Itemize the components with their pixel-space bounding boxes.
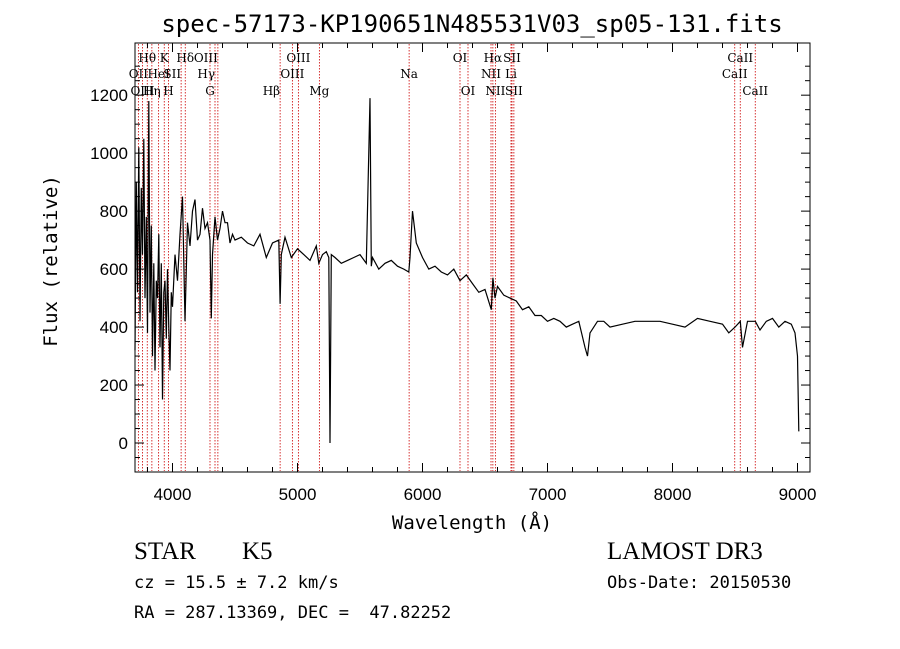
- x-tick-label: 9000: [779, 485, 817, 504]
- marker-label-10: Hγ: [197, 67, 215, 81]
- redshift-text: cz = 15.5 ± 7.2 km/s: [134, 573, 339, 593]
- marker-label-17: OI: [453, 51, 468, 65]
- marker-label-4: K: [160, 51, 170, 65]
- marker-label-14: Hβ: [263, 84, 280, 98]
- x-tick-label: 7000: [529, 485, 567, 504]
- y-tick-label: 1200: [90, 86, 128, 105]
- marker-label-12: OIII: [286, 51, 310, 65]
- y-axis: 0 200 400 600 800 1000 1200: [90, 65, 810, 473]
- class-label: STAR: [134, 538, 196, 565]
- marker-label-27: CaII: [742, 84, 768, 98]
- y-axis-label: Flux (relative): [40, 175, 62, 347]
- y-tick-label: 200: [100, 376, 128, 395]
- marker-label-5: HeI: [147, 67, 170, 81]
- survey-label: LAMOST DR3: [607, 538, 763, 565]
- marker-label-26: CaII: [722, 67, 748, 81]
- x-axis-label: Wavelength (Å): [392, 511, 552, 534]
- marker-label-25: CaII: [727, 51, 753, 65]
- obs-date-text: Obs-Date: 20150530: [607, 573, 792, 593]
- marker-label-15: Mg: [309, 84, 329, 98]
- marker-label-13: OIII: [280, 67, 304, 81]
- y-tick-label: 1000: [90, 144, 128, 163]
- x-tick-label: 8000: [654, 485, 692, 504]
- marker-label-3: Hη: [143, 84, 161, 98]
- marker-label-1: OII: [129, 67, 149, 81]
- marker-label-16: Na: [400, 67, 418, 81]
- plot-frame: [134, 42, 811, 473]
- y-tick-label: 400: [100, 318, 128, 337]
- y-tick-label: 600: [100, 260, 128, 279]
- x-tick-label: 4000: [154, 485, 192, 504]
- marker-label-18: OI: [461, 84, 476, 98]
- y-tick-label: 0: [119, 434, 128, 453]
- x-tick-label: 5000: [279, 485, 317, 504]
- spectrum-line: [134, 98, 800, 444]
- marker-label-22: Li: [505, 67, 517, 81]
- marker-label-19: Hα: [484, 51, 503, 65]
- subclass-label: K5: [242, 538, 273, 565]
- coordinates-text: RA = 287.13369, DEC = 47.82252: [134, 603, 452, 623]
- marker-label-0: Hθ: [138, 51, 156, 65]
- marker-label-9: OIII: [194, 51, 218, 65]
- marker-label-23: NII: [485, 84, 505, 98]
- marker-label-20: SII: [503, 51, 521, 65]
- x-axis: 4000 5000 6000 7000 8000 9000: [147, 43, 817, 504]
- marker-label-11: G: [205, 84, 215, 98]
- marker-label-8: Hδ: [176, 51, 194, 65]
- marker-label-6: SII: [163, 67, 181, 81]
- emission-line-markers: [137, 44, 756, 471]
- x-tick-label: 6000: [404, 485, 442, 504]
- marker-label-21: NII: [481, 67, 501, 81]
- marker-label-7: H: [163, 84, 173, 98]
- marker-label-2: OIII: [130, 84, 154, 98]
- y-tick-label: 800: [100, 202, 128, 221]
- chart-title: spec-57173-KP190651N485531V03_sp05-131.f…: [161, 10, 782, 38]
- marker-label-24: SII: [505, 84, 523, 98]
